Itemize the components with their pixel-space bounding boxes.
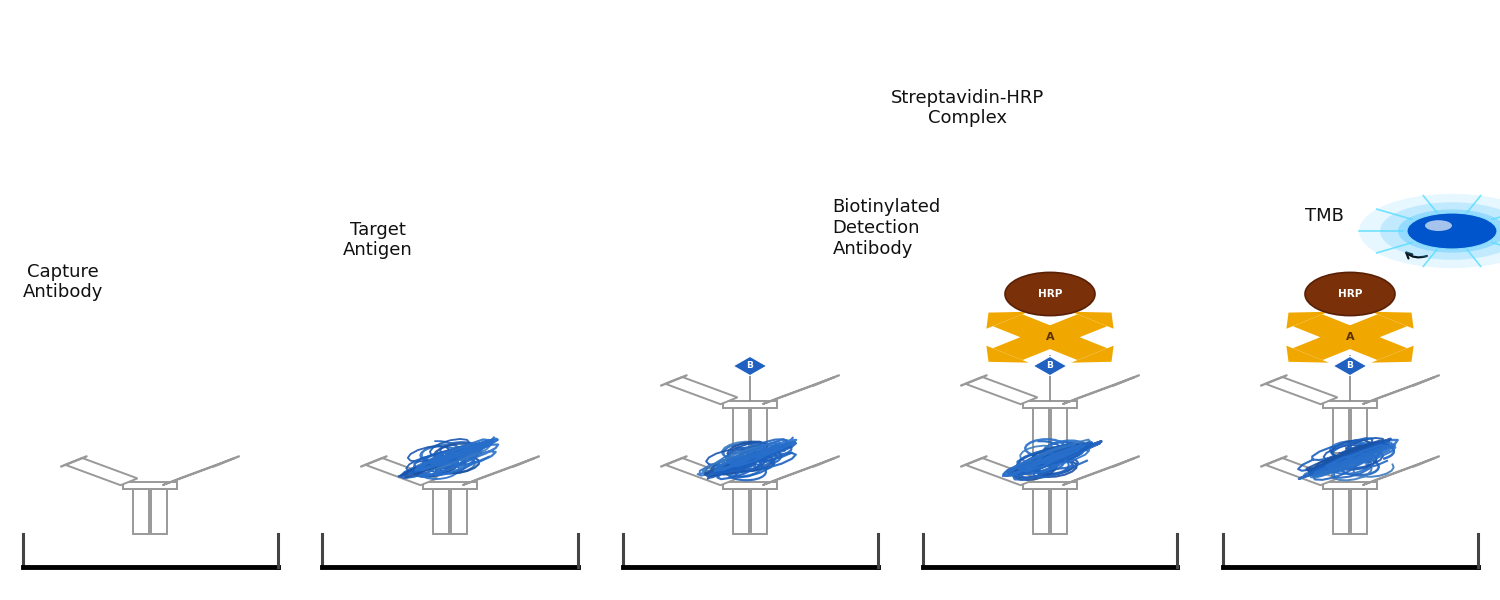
Polygon shape bbox=[66, 458, 138, 485]
Polygon shape bbox=[762, 377, 834, 404]
Text: HRP: HRP bbox=[1338, 289, 1362, 299]
Polygon shape bbox=[752, 408, 766, 453]
Polygon shape bbox=[1332, 408, 1350, 453]
Polygon shape bbox=[1362, 458, 1434, 485]
Polygon shape bbox=[1266, 458, 1338, 485]
Ellipse shape bbox=[1305, 272, 1395, 316]
Polygon shape bbox=[1032, 408, 1048, 453]
Polygon shape bbox=[1323, 401, 1377, 408]
Polygon shape bbox=[1323, 326, 1377, 348]
Text: TMB: TMB bbox=[1305, 207, 1344, 225]
Text: A: A bbox=[1346, 332, 1354, 342]
Polygon shape bbox=[1062, 458, 1134, 485]
Circle shape bbox=[1425, 220, 1452, 231]
Polygon shape bbox=[123, 482, 177, 489]
Polygon shape bbox=[732, 489, 750, 534]
Text: Target
Antigen: Target Antigen bbox=[344, 221, 412, 259]
Polygon shape bbox=[987, 346, 1029, 362]
Text: Streptavidin-HRP
Complex: Streptavidin-HRP Complex bbox=[891, 89, 1044, 127]
Polygon shape bbox=[1332, 489, 1350, 534]
Polygon shape bbox=[723, 401, 777, 408]
Polygon shape bbox=[366, 458, 438, 485]
Polygon shape bbox=[1023, 401, 1077, 408]
Polygon shape bbox=[423, 482, 477, 489]
Text: Biotinylated
Detection
Antibody: Biotinylated Detection Antibody bbox=[833, 198, 940, 258]
Polygon shape bbox=[1032, 489, 1048, 534]
Polygon shape bbox=[1062, 377, 1134, 404]
Polygon shape bbox=[666, 377, 738, 404]
Text: B: B bbox=[747, 361, 753, 370]
Polygon shape bbox=[987, 312, 1029, 329]
Polygon shape bbox=[1335, 314, 1407, 343]
Polygon shape bbox=[1023, 482, 1077, 489]
Polygon shape bbox=[1293, 314, 1365, 343]
Circle shape bbox=[1398, 209, 1500, 253]
Polygon shape bbox=[1362, 377, 1434, 404]
Text: B: B bbox=[1047, 361, 1053, 370]
Text: A: A bbox=[1046, 332, 1054, 342]
Polygon shape bbox=[966, 377, 1038, 404]
Ellipse shape bbox=[1005, 272, 1095, 316]
Text: B: B bbox=[1347, 361, 1353, 370]
Polygon shape bbox=[1287, 346, 1329, 362]
Polygon shape bbox=[1035, 314, 1107, 343]
Polygon shape bbox=[752, 489, 766, 534]
Polygon shape bbox=[132, 489, 148, 534]
Polygon shape bbox=[993, 314, 1065, 343]
Polygon shape bbox=[1071, 312, 1113, 329]
Polygon shape bbox=[1050, 489, 1066, 534]
Polygon shape bbox=[993, 331, 1065, 360]
Polygon shape bbox=[462, 458, 534, 485]
Polygon shape bbox=[1293, 331, 1365, 360]
Polygon shape bbox=[1023, 326, 1077, 348]
Polygon shape bbox=[1050, 408, 1066, 453]
Polygon shape bbox=[162, 458, 234, 485]
Polygon shape bbox=[1352, 489, 1368, 534]
Circle shape bbox=[1407, 213, 1497, 249]
Polygon shape bbox=[1352, 408, 1368, 453]
Text: Capture
Antibody: Capture Antibody bbox=[22, 263, 104, 301]
Polygon shape bbox=[1371, 346, 1413, 362]
Polygon shape bbox=[1035, 331, 1107, 360]
Polygon shape bbox=[734, 356, 766, 376]
Polygon shape bbox=[1266, 377, 1338, 404]
Polygon shape bbox=[1287, 312, 1329, 329]
Polygon shape bbox=[1335, 331, 1407, 360]
Polygon shape bbox=[732, 408, 750, 453]
Polygon shape bbox=[1334, 356, 1366, 376]
Polygon shape bbox=[762, 458, 834, 485]
Text: HRP: HRP bbox=[1038, 289, 1062, 299]
Polygon shape bbox=[150, 489, 168, 534]
Polygon shape bbox=[1323, 482, 1377, 489]
Circle shape bbox=[1380, 202, 1500, 260]
Polygon shape bbox=[966, 458, 1038, 485]
Polygon shape bbox=[1371, 312, 1413, 329]
Polygon shape bbox=[450, 489, 468, 534]
Circle shape bbox=[1359, 194, 1500, 268]
Polygon shape bbox=[432, 489, 450, 534]
Polygon shape bbox=[723, 482, 777, 489]
Polygon shape bbox=[666, 458, 738, 485]
Polygon shape bbox=[1071, 346, 1113, 362]
Polygon shape bbox=[1034, 356, 1066, 376]
